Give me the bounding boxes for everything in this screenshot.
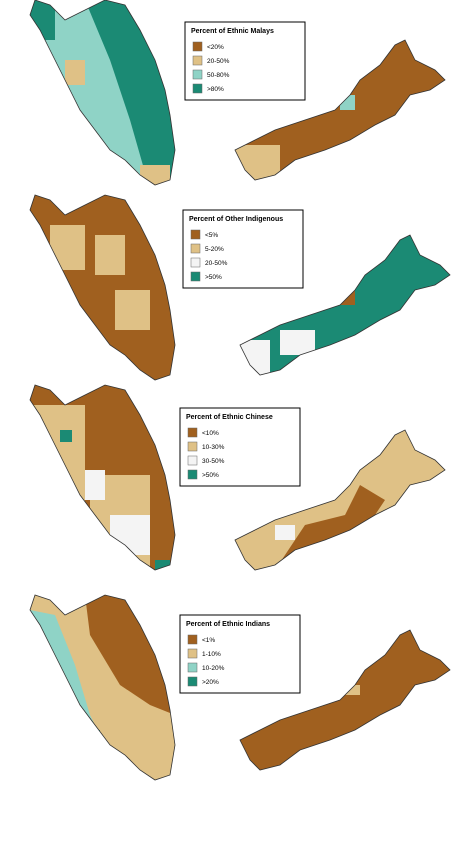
legend: Percent of Ethnic Malays <20% 20-50% 50-80%…	[184, 21, 306, 101]
legend-label: <5%	[205, 232, 218, 239]
legend-label: 30-50%	[202, 458, 225, 465]
legend-label: 10-20%	[202, 665, 225, 672]
peninsula-map	[29, 384, 176, 571]
legend-label: 1-10%	[202, 651, 221, 658]
legend-label: >50%	[205, 274, 222, 281]
legend-swatch	[187, 676, 198, 687]
legend-box	[184, 21, 306, 101]
legend: Percent of Ethnic Chinese <10% 10-30% 30-50…	[179, 407, 301, 487]
legend-box	[179, 407, 301, 487]
legend-label: <10%	[202, 430, 219, 437]
borneo-map	[239, 629, 451, 771]
legend-label: 50-80%	[207, 72, 230, 79]
peninsula-map	[29, 194, 176, 381]
legend-swatch	[190, 257, 201, 268]
legend-box	[179, 614, 301, 694]
legend: Percent of Ethnic Indians <1% 1-10% 10-20% >…	[179, 614, 301, 694]
legend-swatch	[192, 69, 203, 80]
legend-title: Percent of Ethnic Indians	[186, 621, 270, 628]
legend-swatch	[187, 648, 198, 659]
legend-swatch	[190, 243, 201, 254]
legend-label: <1%	[202, 637, 215, 644]
legend-swatch	[192, 55, 203, 66]
legend-title: Percent of Ethnic Chinese	[186, 414, 273, 421]
legend-label: 10-30%	[202, 444, 225, 451]
legend-swatch	[187, 634, 198, 645]
legend-box	[182, 209, 304, 289]
legend-title: Percent of Ethnic Malays	[191, 28, 274, 35]
legend-label: >80%	[207, 86, 224, 93]
legend-label: 20-50%	[207, 58, 230, 65]
peninsula-map	[29, 594, 176, 781]
legend: Percent of Other Indigenous <5% 5-20% 20-50…	[182, 209, 304, 289]
legend-swatch	[187, 441, 198, 452]
legend-label: <20%	[207, 44, 224, 51]
legend-swatch	[187, 427, 198, 438]
legend-swatch	[190, 229, 201, 240]
peninsula-map	[29, 0, 176, 186]
legend-label: 20-50%	[205, 260, 228, 267]
legend-swatch	[187, 455, 198, 466]
legend-label: 5-20%	[205, 246, 224, 253]
legend-swatch	[192, 83, 203, 94]
legend-swatch	[187, 469, 198, 480]
legend-swatch	[187, 662, 198, 673]
legend-title: Percent of Other Indigenous	[189, 216, 283, 223]
legend-label: >50%	[202, 472, 219, 479]
legend-label: >20%	[202, 679, 219, 686]
legend-swatch	[192, 41, 203, 52]
legend-swatch	[190, 271, 201, 282]
